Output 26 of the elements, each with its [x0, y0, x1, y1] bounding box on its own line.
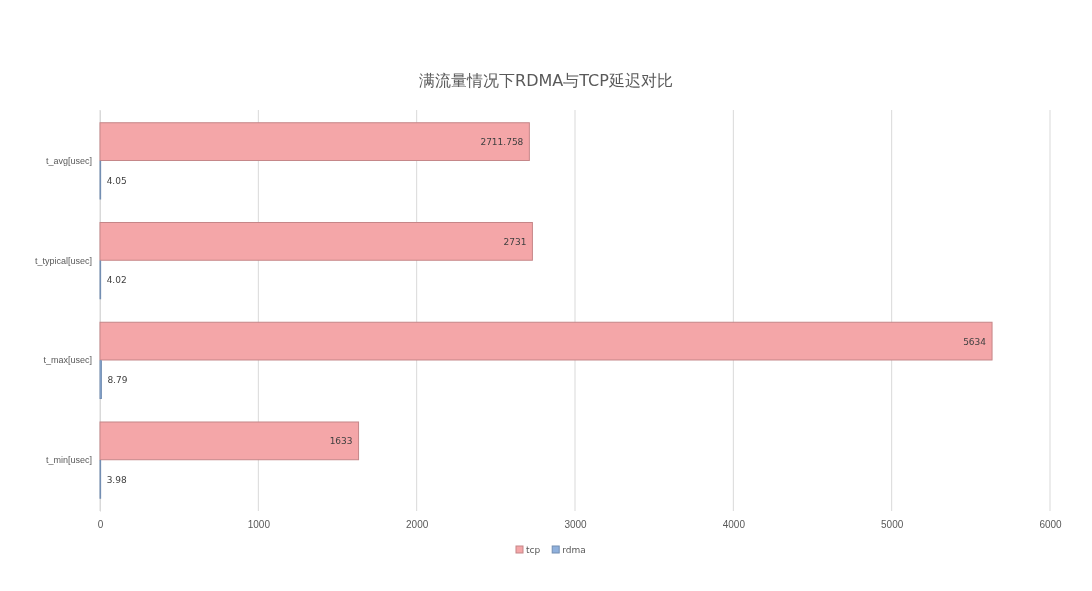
x-tick-label: 1000: [247, 519, 271, 531]
data-label: 1633: [329, 436, 353, 447]
bar: [99, 421, 360, 461]
data-label: 5634: [963, 336, 987, 347]
bar: [99, 221, 533, 261]
bar: [99, 122, 530, 161]
y-tick-label: t_max[usec]: [43, 355, 92, 366]
data-label: 2731: [503, 236, 527, 247]
x-tick-label: 5000: [881, 519, 904, 531]
data-label: 3.98: [106, 474, 127, 485]
data-label: 2711.758: [480, 137, 524, 148]
data-label: 4.02: [106, 275, 127, 286]
x-tick-label: 6000: [1039, 519, 1063, 531]
x-tick-label: 0: [97, 519, 104, 531]
x-tick-label: 3000: [564, 519, 588, 531]
y-tick-label: t_min[usec]: [45, 455, 92, 466]
x-tick-label: 4000: [722, 519, 746, 531]
x-tick-label: 2000: [406, 519, 429, 531]
legend-label: rdma: [562, 545, 586, 555]
data-label: 8.79: [107, 375, 128, 386]
bar: [99, 321, 993, 361]
y-tick-label: t_typical[usec]: [34, 255, 92, 266]
data-label: 4.05: [106, 175, 127, 186]
chart-title: 满流量情况下RDMA与TCP延迟对比: [419, 71, 673, 90]
legend-label: tcp: [526, 545, 541, 555]
y-tick-label: t_avg[usec]: [45, 155, 92, 166]
